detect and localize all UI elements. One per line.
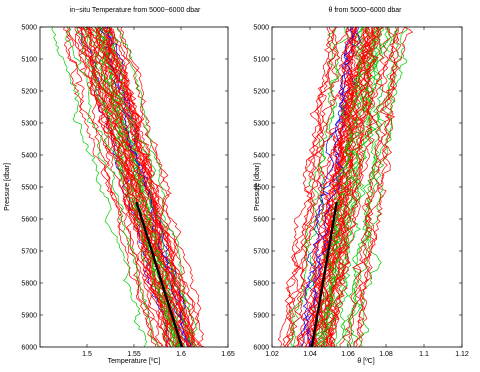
profile-line (297, 27, 371, 347)
profiles-group (51, 27, 205, 347)
x-tick-label: 1.5 (82, 351, 92, 358)
profile-line (86, 27, 177, 347)
profile-line (329, 27, 380, 347)
profile-line (82, 27, 168, 347)
x-ticks: 1.5 1.55 1.6 1.65 (82, 27, 235, 358)
x-ticks: 1.02 1.04 1.06 1.08 1.1 1.12 (265, 27, 469, 358)
fit-line (135, 201, 184, 347)
y-tick-label: 5300 (253, 121, 269, 128)
y-tick-label: 5900 (253, 313, 269, 320)
profile-line (77, 27, 171, 347)
y-tick-label: 5800 (21, 281, 37, 288)
profile-line (294, 27, 337, 347)
y-tick-label: 5500 (21, 185, 37, 192)
y-tick-label: 5700 (253, 249, 269, 256)
y-tick-label: 5900 (21, 313, 37, 320)
profile-line (301, 27, 360, 347)
profile-line (319, 27, 354, 347)
profile-line (293, 27, 354, 347)
x-axis-label: θ [ºC] (357, 358, 374, 365)
profile-line (341, 27, 408, 347)
x-axis-label: Temperature [ºC] (108, 358, 161, 365)
profile-line (65, 27, 163, 347)
y-tick-label: 5100 (253, 57, 269, 64)
y-tick-label: 5200 (21, 89, 37, 96)
profile-line (315, 27, 365, 347)
chart-title: in−situ Temperature from 5000−6000 dbar (70, 7, 201, 14)
profile-line (80, 27, 175, 347)
y-ticks: 5000 5100 5200 5300 5400 5500 5600 5700 5800 5900… (253, 25, 462, 352)
y-tick-label: 6000 (21, 345, 37, 352)
x-tick-label: 1.6 (176, 351, 186, 358)
profile-line (103, 27, 194, 347)
y-tick-label: 5000 (21, 25, 37, 32)
profile-line (107, 27, 190, 347)
profile-line (353, 27, 414, 347)
profile-line (320, 27, 379, 347)
profile-line (106, 27, 195, 347)
fit-line-group (135, 201, 184, 347)
profile-line (324, 27, 388, 347)
profile-line (96, 27, 181, 347)
y-tick-label: 5000 (253, 25, 269, 32)
profile-line (282, 27, 331, 347)
profile-line (109, 27, 191, 347)
y-tick-label: 5100 (21, 57, 37, 64)
profile-line (108, 27, 195, 347)
y-tick-label: 5400 (21, 153, 37, 160)
y-tick-label: 5700 (21, 249, 37, 256)
y-axis-label: Pressure [dbar] (254, 163, 261, 211)
profile-line (75, 27, 168, 347)
y-ticks: 5000 5100 5200 5300 5400 5500 5600 5700 5800 5900… (21, 25, 228, 352)
profile-line (348, 27, 389, 347)
fit-line-group (310, 201, 338, 347)
profile-line (94, 27, 189, 347)
y-tick-label: 6000 (253, 345, 269, 352)
y-tick-label: 5500 (253, 185, 269, 192)
y-tick-label: 5300 (21, 121, 37, 128)
profile-line (339, 27, 401, 347)
x-tick-label: 1.02 (265, 351, 279, 358)
profile-line (85, 27, 179, 347)
y-axis-label: Pressure [dbar] (4, 163, 11, 211)
profile-line (102, 27, 181, 347)
profile-line (306, 27, 356, 347)
y-tick-label: 5800 (253, 281, 269, 288)
profile-line (116, 27, 198, 347)
x-tick-label: 1.04 (303, 351, 317, 358)
profile-line (300, 27, 355, 347)
profile-line (76, 27, 169, 347)
x-tick-label: 1.12 (455, 351, 469, 358)
chart-theta: θ from 5000−6000 dbar 1.02 1.04 1.06 1.08 1.… (253, 7, 468, 365)
profile-line (76, 27, 177, 347)
x-tick-label: 1.08 (379, 351, 393, 358)
profile-line (277, 27, 338, 347)
profile-line (116, 27, 205, 347)
profile-line (290, 27, 350, 347)
profile-line (120, 27, 202, 347)
x-tick-label: 1.1 (419, 351, 429, 358)
y-tick-label: 5400 (253, 153, 269, 160)
profile-line (286, 27, 349, 347)
x-tick-label: 1.55 (127, 351, 141, 358)
profile-line (311, 27, 361, 347)
y-tick-label: 5200 (253, 89, 269, 96)
x-tick-label: 1.06 (341, 351, 355, 358)
profile-line (51, 27, 147, 347)
profile-line (65, 27, 159, 347)
y-tick-label: 5600 (21, 217, 37, 224)
fit-line (310, 201, 338, 347)
x-tick-label: 1.65 (221, 351, 235, 358)
profile-line (288, 27, 338, 347)
profile-line (303, 27, 361, 347)
profile-line (346, 27, 399, 347)
profile-line (325, 27, 374, 347)
chart-title: θ from 5000−6000 dbar (329, 7, 403, 14)
y-tick-label: 5600 (253, 217, 269, 224)
profile-line (108, 27, 194, 347)
chart-in-situ-temperature: in−situ Temperature from 5000−6000 dbar … (4, 7, 235, 365)
